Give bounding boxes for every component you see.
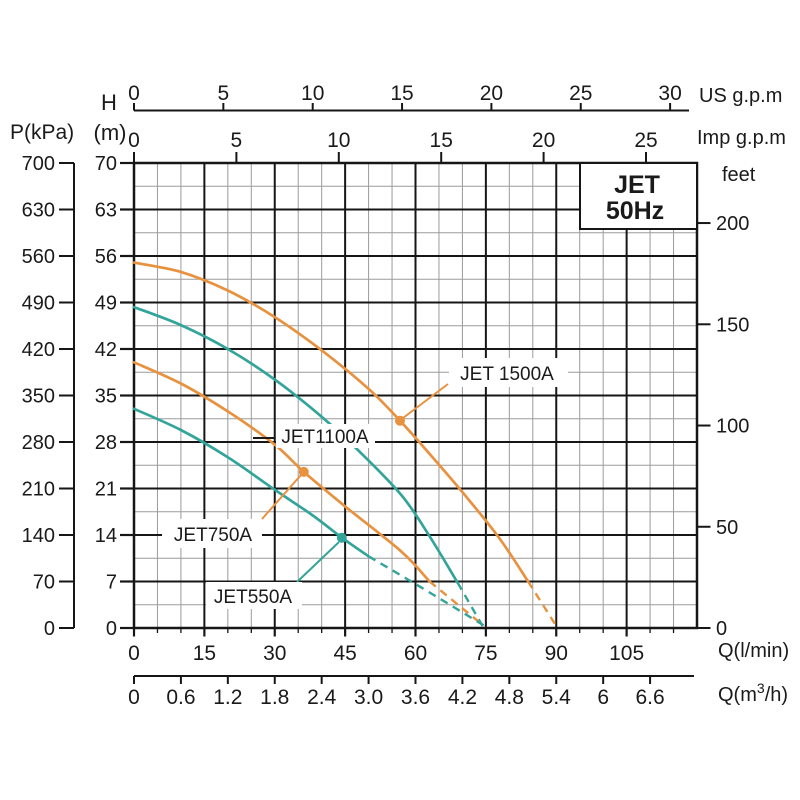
- tick-label-imp-gpm: 15: [430, 129, 453, 152]
- head-axis-unit: (m): [94, 120, 127, 145]
- curve-label-jet550a: JET550A: [214, 587, 292, 608]
- tick-label-pressure-kpa: 0: [44, 618, 55, 640]
- tick-label-feet: 150: [716, 314, 749, 336]
- tick-label-us-gpm: 5: [218, 82, 230, 105]
- tick-label-pressure-kpa: 280: [22, 432, 55, 454]
- curve-label-leader-jet1500a: [402, 383, 449, 419]
- chart-title-line1: JET: [614, 171, 660, 199]
- curve-label-jet750a: JET750A: [174, 525, 252, 546]
- us-gpm-axis-label: US g.p.m: [699, 85, 782, 107]
- tick-label-pressure-kpa: 560: [22, 246, 55, 268]
- curve-label-box-jet550a: [206, 582, 302, 609]
- tick-label-feet: 100: [716, 416, 749, 438]
- tick-label-q-m3h: 4.8: [495, 686, 524, 709]
- curve-label-jet1100a: JET1100A: [281, 427, 369, 448]
- imp-gpm-axis-label: Imp g.p.m: [697, 127, 786, 149]
- tick-label-q-m3h: 4.2: [448, 686, 477, 709]
- tick-label-us-gpm: 15: [390, 82, 413, 105]
- tick-label-pressure-kpa: 70: [33, 572, 55, 594]
- tick-label-head-m: 35: [95, 386, 117, 408]
- tick-label-us-gpm: 20: [480, 82, 503, 105]
- tick-label-q-lmin: 15: [193, 642, 216, 665]
- tick-label-q-lmin: 75: [474, 642, 497, 665]
- tick-label-imp-gpm: 20: [532, 129, 555, 152]
- curves-layer: [132, 261, 558, 628]
- tick-label-q-m3h: 0: [128, 686, 140, 709]
- q-m3h-axis-label: Q(m3/h): [718, 680, 788, 706]
- tick-label-us-gpm: 0: [128, 82, 140, 105]
- tick-label-head-m: 63: [95, 200, 117, 222]
- tick-label-pressure-kpa: 350: [22, 386, 55, 408]
- tick-label-q-m3h: 0.6: [166, 686, 195, 709]
- tick-label-q-lmin: 60: [404, 642, 427, 665]
- curve-label-leader-jet550a: [296, 541, 340, 583]
- curve-jet1500a-dashed: [527, 580, 558, 627]
- curve-label-box-jet1500a: [449, 358, 568, 387]
- tick-label-q-m3h: 1.8: [260, 686, 289, 709]
- q-lmin-axis-label: Q(l/min): [718, 640, 789, 662]
- tick-label-feet: 50: [716, 517, 738, 539]
- curve-jet550a-dashed: [367, 555, 487, 628]
- tick-label-q-lmin: 105: [609, 642, 644, 665]
- tick-label-pressure-kpa: 490: [22, 293, 55, 315]
- tick-label-head-m: 21: [95, 479, 117, 501]
- tick-label-q-lmin: 90: [545, 642, 568, 665]
- chart-title-line2: 50Hz: [606, 197, 664, 225]
- tick-label-feet: 200: [716, 213, 749, 235]
- duty-point-marker-jet750a: [298, 466, 309, 477]
- duty-point-marker-jet550a: [336, 532, 347, 543]
- axis-name-labels: H (m) P(kPa) US g.p.m Imp g.p.m feet Q(l…: [10, 85, 789, 706]
- tick-label-q-lmin: 0: [128, 642, 140, 665]
- tick-label-imp-gpm: 10: [327, 129, 350, 152]
- curve-jet1100a: [132, 305, 460, 585]
- tick-label-head-m: 7: [106, 572, 117, 594]
- tick-label-head-m: 70: [95, 153, 117, 175]
- tick-label-us-gpm: 25: [569, 82, 592, 105]
- tick-label-pressure-kpa: 210: [22, 479, 55, 501]
- head-axis-letter: H: [101, 90, 117, 115]
- curve-label-box-jet750a: [162, 519, 262, 548]
- tick-label-pressure-kpa: 700: [22, 153, 55, 175]
- curve-label-jet1500a: JET 1500A: [460, 364, 554, 385]
- tick-label-head-m: 14: [95, 525, 117, 547]
- annotation-layer: JET 1500A JET1100A JET750A JET550A: [162, 358, 568, 609]
- tick-label-q-m3h: 5.4: [542, 686, 572, 709]
- tick-label-pressure-kpa: 420: [22, 339, 55, 361]
- tick-label-q-lmin: 30: [263, 642, 286, 665]
- pressure-axis-label: P(kPa): [10, 121, 74, 144]
- axes-layer: 0 5 10 15 20 25 300 5 10 15 20 25706356494235282114…: [22, 82, 750, 709]
- tick-label-head-m: 0: [106, 618, 117, 640]
- chart-title-box: JET 50Hz: [579, 162, 698, 230]
- tick-label-imp-gpm: 25: [634, 129, 657, 152]
- tick-label-q-m3h: 6: [597, 686, 609, 709]
- tick-label-q-lmin: 45: [333, 642, 356, 665]
- curve-label-box-jet1100a: [276, 424, 375, 448]
- tick-label-imp-gpm: 0: [128, 129, 140, 152]
- tick-label-us-gpm: 30: [658, 82, 681, 105]
- tick-label-head-m: 42: [95, 339, 117, 361]
- tick-label-pressure-kpa: 140: [22, 525, 55, 547]
- tick-label-q-m3h: 1.2: [213, 686, 242, 709]
- curve-label-leader-jet750a: [261, 474, 302, 520]
- curve-jet750a-dashed: [428, 580, 485, 627]
- tick-label-head-m: 28: [95, 432, 117, 454]
- feet-axis-label: feet: [722, 164, 756, 186]
- curve-jet750a: [132, 360, 431, 583]
- tick-label-us-gpm: 10: [301, 82, 324, 105]
- tick-label-imp-gpm: 5: [231, 129, 243, 152]
- grid-layer: [132, 161, 699, 630]
- tick-label-q-m3h: 2.4: [307, 686, 337, 709]
- tick-label-q-m3h: 6.6: [635, 686, 664, 709]
- tick-label-pressure-kpa: 630: [22, 200, 55, 222]
- chart-title-border: [579, 162, 698, 230]
- tick-label-head-m: 56: [95, 246, 117, 268]
- tick-label-q-m3h: 3.6: [401, 686, 430, 709]
- tick-label-feet: 0: [716, 618, 727, 640]
- tick-label-head-m: 49: [95, 293, 117, 315]
- curve-jet1500a: [132, 261, 530, 583]
- duty-point-marker-jet1500a: [395, 415, 405, 426]
- tick-label-q-m3h: 3.0: [354, 686, 383, 709]
